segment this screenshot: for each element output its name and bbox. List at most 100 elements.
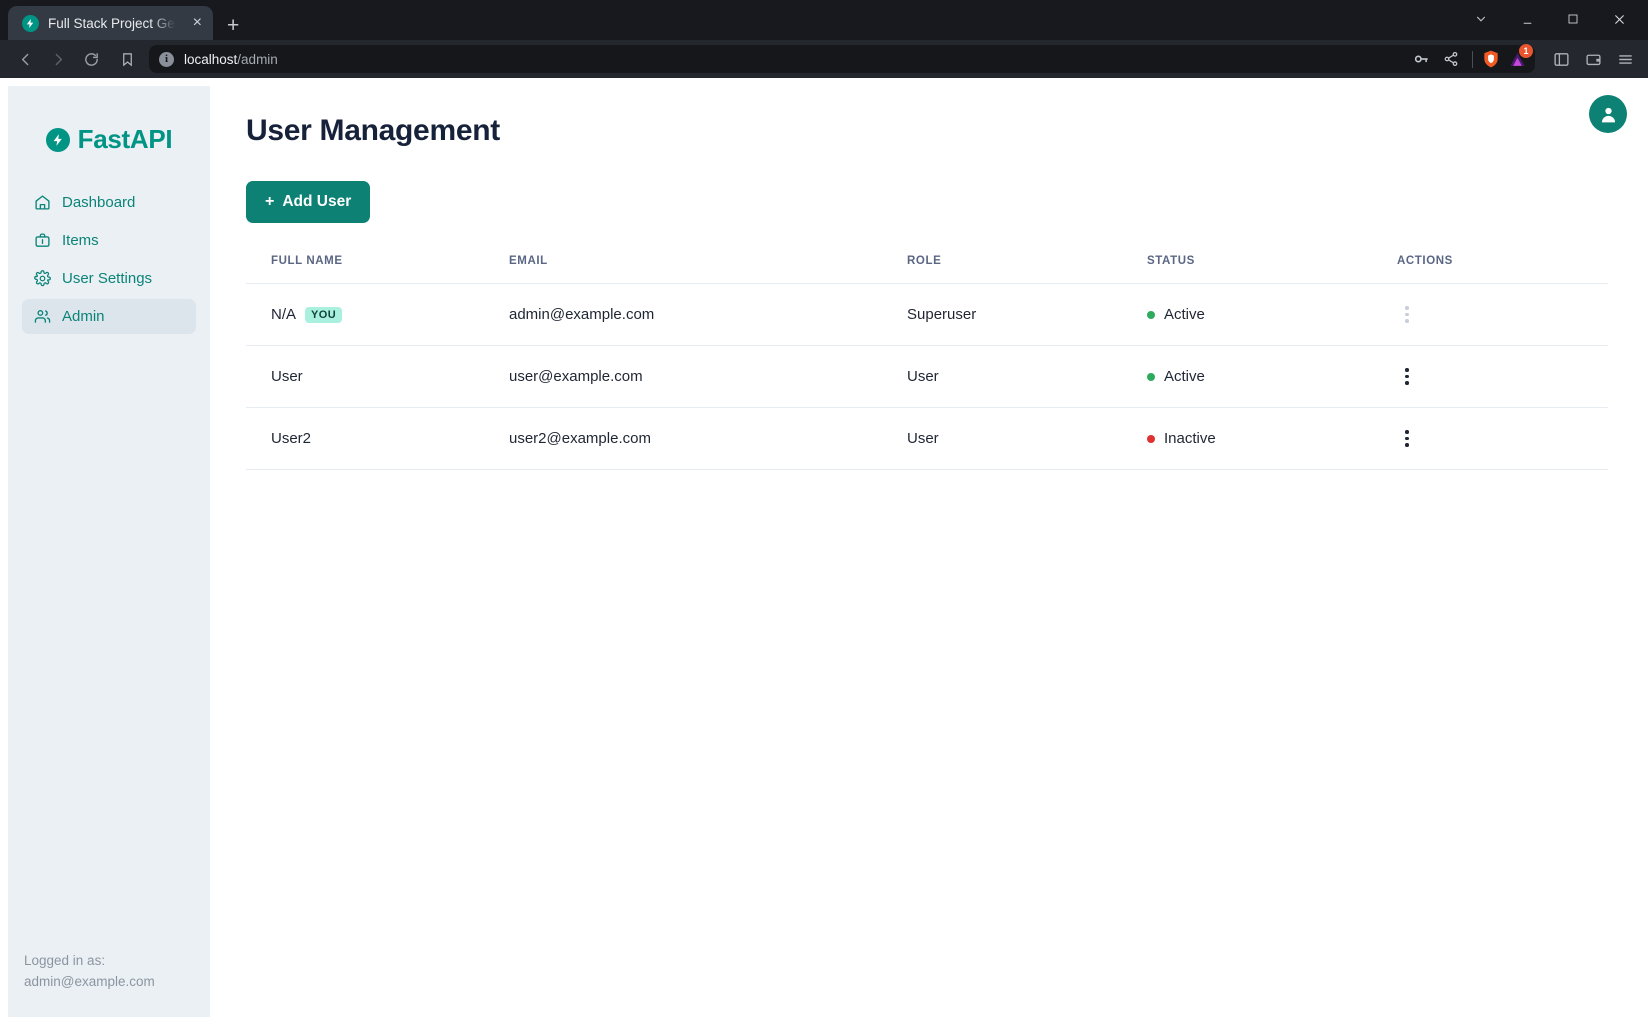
toggle-sidebar-icon[interactable] (1548, 46, 1574, 72)
window-controls (1458, 4, 1642, 34)
cell-full-name: N/A YOU (246, 283, 509, 346)
you-badge: YOU (305, 306, 343, 323)
site-info-icon[interactable]: i (159, 51, 174, 67)
browser-tab[interactable]: Full Stack Project Genera × (8, 6, 213, 40)
extension-icon[interactable]: 1 (1505, 44, 1533, 71)
cell-role: User (907, 407, 1147, 470)
column-header-actions: ACTIONS (1397, 255, 1453, 267)
tab-title: Full Stack Project Genera (48, 15, 181, 31)
main-content: User Management + Add User FULL NAME EMA… (210, 78, 1648, 1025)
share-icon[interactable] (1438, 46, 1464, 72)
back-button[interactable] (10, 45, 40, 73)
user-full-name: User (271, 368, 303, 385)
sidebar-item-label: Items (62, 232, 99, 249)
fastapi-favicon-icon (22, 14, 39, 32)
cell-email: user@example.com (509, 345, 907, 408)
row-actions-menu-icon[interactable] (1397, 306, 1417, 323)
user-full-name: N/A (271, 306, 297, 323)
app-logo-text: FastAPI (77, 124, 173, 154)
new-tab-button[interactable]: + (227, 14, 240, 37)
status-dot (1147, 434, 1155, 443)
sidebar-footer: Logged in as: admin@example.com (8, 951, 210, 1017)
users-table-body: N/A YOU admin@example.com Superuser Acti… (246, 283, 1608, 470)
cell-email: admin@example.com (509, 283, 907, 346)
brave-shields-icon[interactable] (1481, 49, 1501, 69)
cell-actions (1379, 407, 1608, 470)
reload-button[interactable] (76, 45, 106, 73)
cell-status: Inactive (1147, 407, 1379, 470)
sidebar-item-items[interactable]: Items (22, 223, 196, 258)
url-host: localhost (184, 51, 238, 67)
bookmark-icon[interactable] (113, 45, 141, 73)
column-header-email[interactable]: EMAIL (509, 255, 548, 267)
add-user-label: Add User (282, 193, 352, 210)
sidebar-item-admin[interactable]: Admin (22, 299, 196, 334)
logged-in-email: admin@example.com (24, 974, 155, 990)
address-bar[interactable]: i localhost/admin 1 (149, 44, 1535, 73)
sidebar-item-label: Dashboard (62, 194, 136, 211)
fastapi-logo-icon (45, 127, 70, 152)
tab-search-icon[interactable] (1458, 4, 1504, 34)
status-label: Active (1164, 368, 1205, 385)
status-dot (1147, 372, 1155, 381)
address-bar-url: localhost/admin (184, 52, 1398, 67)
users-icon (34, 310, 51, 323)
home-icon (35, 195, 50, 210)
forward-button[interactable] (43, 45, 73, 73)
cell-actions (1379, 345, 1608, 408)
user-avatar-icon (1601, 107, 1615, 122)
sidebar-item-label: Admin (62, 308, 105, 325)
browser-right-tools (1548, 46, 1638, 72)
row-actions-menu-icon[interactable] (1397, 430, 1417, 447)
password-key-icon[interactable] (1408, 46, 1434, 72)
cell-status: Active (1147, 283, 1379, 346)
user-full-name: User2 (271, 430, 312, 447)
cell-email: user2@example.com (509, 407, 907, 470)
users-table: FULL NAME EMAIL ROLE STATUS ACTIONS N/A … (246, 255, 1608, 470)
sidebar-item-user-settings[interactable]: User Settings (22, 261, 196, 296)
column-header-full-name[interactable]: FULL NAME (271, 255, 343, 267)
omnibox-actions: 1 (1408, 44, 1533, 72)
cell-actions (1379, 283, 1608, 346)
table-row: User user@example.com User Active (246, 345, 1608, 408)
page-viewport: FastAPI Dashboard Items User Settings (0, 78, 1648, 1025)
table-header-row: FULL NAME EMAIL ROLE STATUS ACTIONS (246, 255, 1608, 284)
browser-menu-icon[interactable] (1612, 46, 1638, 72)
status-label: Active (1164, 306, 1205, 323)
cell-full-name: User (246, 345, 509, 408)
app-logo: FastAPI (8, 86, 210, 185)
minimize-button[interactable] (1504, 4, 1550, 34)
users-table-head: FULL NAME EMAIL ROLE STATUS ACTIONS (246, 255, 1608, 284)
status-label: Inactive (1164, 430, 1216, 447)
cell-status: Active (1147, 345, 1379, 408)
column-header-status[interactable]: STATUS (1147, 255, 1195, 267)
column-header-role[interactable]: ROLE (907, 255, 942, 267)
cell-role: User (907, 345, 1147, 408)
tab-strip: Full Stack Project Genera × + (0, 0, 1648, 40)
sidebar-item-dashboard[interactable]: Dashboard (22, 185, 196, 220)
table-row: N/A YOU admin@example.com Superuser Acti… (246, 283, 1608, 346)
tab-close-icon[interactable]: × (192, 14, 202, 31)
gear-icon (34, 270, 51, 287)
app-sidebar: FastAPI Dashboard Items User Settings (8, 86, 210, 1017)
wallet-icon[interactable] (1580, 46, 1606, 72)
url-path: /admin (237, 51, 278, 67)
maximize-button[interactable] (1550, 4, 1596, 34)
add-user-button[interactable]: + Add User (246, 181, 371, 223)
page-title: User Management (246, 114, 500, 147)
logged-in-as-label: Logged in as: (24, 953, 106, 969)
sidebar-nav: Dashboard Items User Settings Admin (8, 185, 210, 334)
status-dot (1147, 310, 1155, 319)
extension-badge-count: 1 (1519, 44, 1533, 58)
cell-role: Superuser (907, 283, 1147, 346)
table-row: User2 user2@example.com User Inactive (246, 407, 1608, 470)
toolbar-divider (1472, 50, 1473, 68)
plus-icon: + (265, 193, 275, 210)
browser-toolbar: i localhost/admin 1 (0, 40, 1648, 78)
row-actions-menu-icon[interactable] (1397, 368, 1417, 385)
briefcase-icon (35, 233, 50, 247)
sidebar-item-label: User Settings (62, 270, 153, 287)
avatar[interactable] (1589, 95, 1627, 133)
close-window-button[interactable] (1596, 4, 1642, 34)
cell-full-name: User2 (246, 407, 509, 470)
